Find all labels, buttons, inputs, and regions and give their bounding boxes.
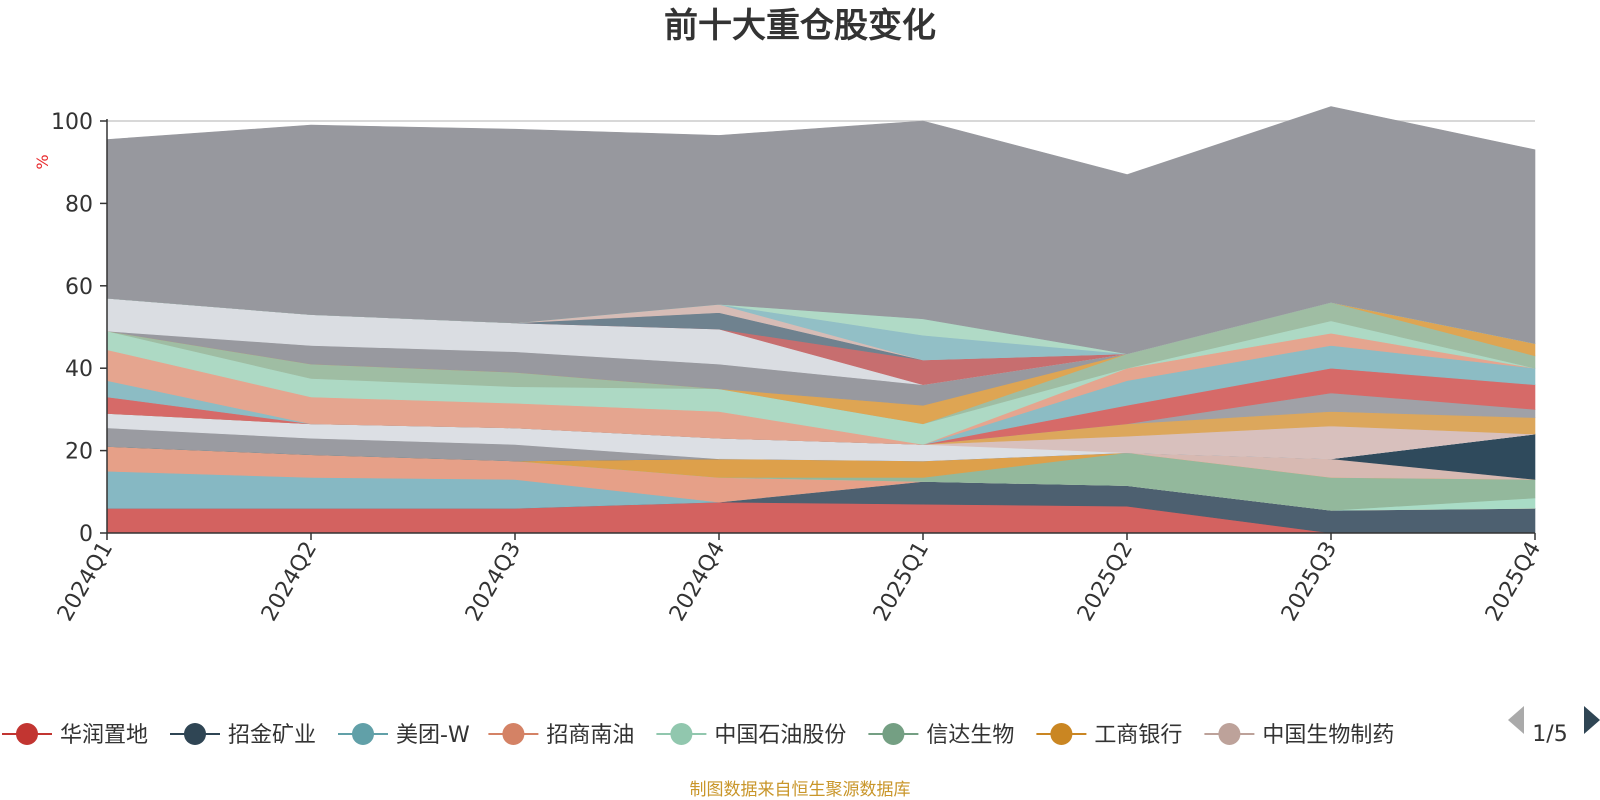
legend-next-page-icon[interactable] xyxy=(1584,706,1600,734)
legend-item-2[interactable]: 美团-W xyxy=(338,723,470,748)
legend-label: 美团-W xyxy=(396,723,470,748)
legend-label: 工商银行 xyxy=(1094,723,1182,748)
legend-item-5[interactable]: 信达生物 xyxy=(868,723,1014,748)
y-tick-label: 60 xyxy=(65,275,93,300)
legend-circle-marker xyxy=(352,723,374,745)
legend-label: 信达生物 xyxy=(926,723,1014,748)
legend-page-indicator: 1/5 xyxy=(1532,722,1567,747)
legend-circle-marker xyxy=(184,723,206,745)
x-tick-label: 2025Q4 xyxy=(1481,538,1546,626)
area-series-layer xyxy=(106,106,1536,534)
legend-circle-marker xyxy=(1218,723,1241,745)
data-source-note: 制图数据来自恒生聚源数据库 xyxy=(690,780,911,800)
legend-label: 华润置地 xyxy=(60,723,148,748)
legend-circle-marker xyxy=(1050,723,1073,745)
legend-circle-marker xyxy=(502,723,525,745)
chart-title: 前十大重仓股变化 xyxy=(664,6,936,46)
legend-prev-page-icon[interactable] xyxy=(1508,706,1524,734)
x-tick-label: 2025Q2 xyxy=(1073,538,1138,626)
x-tick-label: 2024Q3 xyxy=(461,538,526,626)
area-series-27 xyxy=(106,106,1536,355)
legend-label: 招商南油 xyxy=(546,723,634,748)
legend-item-4[interactable]: 中国石油股份 xyxy=(656,723,846,748)
x-tick-label: 2025Q3 xyxy=(1277,538,1342,626)
x-tick-label: 2024Q1 xyxy=(53,538,118,626)
y-tick-label: 100 xyxy=(51,110,93,135)
y-tick-label: 40 xyxy=(65,357,93,382)
legend-item-6[interactable]: 工商银行 xyxy=(1036,723,1182,748)
legend-circle-marker xyxy=(670,723,693,745)
legend-circle-marker xyxy=(882,723,905,745)
x-tick-label: 2024Q4 xyxy=(665,538,730,626)
y-axis-unit-label: % xyxy=(33,154,52,169)
legend-item-0[interactable]: 华润置地 xyxy=(2,723,148,748)
legend-label: 中国生物制药 xyxy=(1262,723,1394,748)
y-tick-label: 80 xyxy=(65,192,93,217)
y-tick-label: 20 xyxy=(65,440,93,465)
legend-circle-marker xyxy=(16,723,38,745)
y-tick-label: 0 xyxy=(79,522,93,547)
legend-label: 招金矿业 xyxy=(228,723,316,748)
legend-item-7[interactable]: 中国生物制药 xyxy=(1204,723,1394,748)
x-tick-label: 2025Q1 xyxy=(869,538,934,626)
legend: 华润置地 招金矿业 美团-W 招商南油 中国石油股份 信达生物 工商银行 中国生物制药 xyxy=(2,723,1394,748)
x-tick-label: 2024Q2 xyxy=(257,538,322,626)
legend-item-3[interactable]: 招商南油 xyxy=(488,723,634,748)
legend-item-1[interactable]: 招金矿业 xyxy=(170,723,316,748)
legend-pager: 1/5 xyxy=(1508,706,1600,747)
legend-label: 中国石油股份 xyxy=(714,723,846,748)
